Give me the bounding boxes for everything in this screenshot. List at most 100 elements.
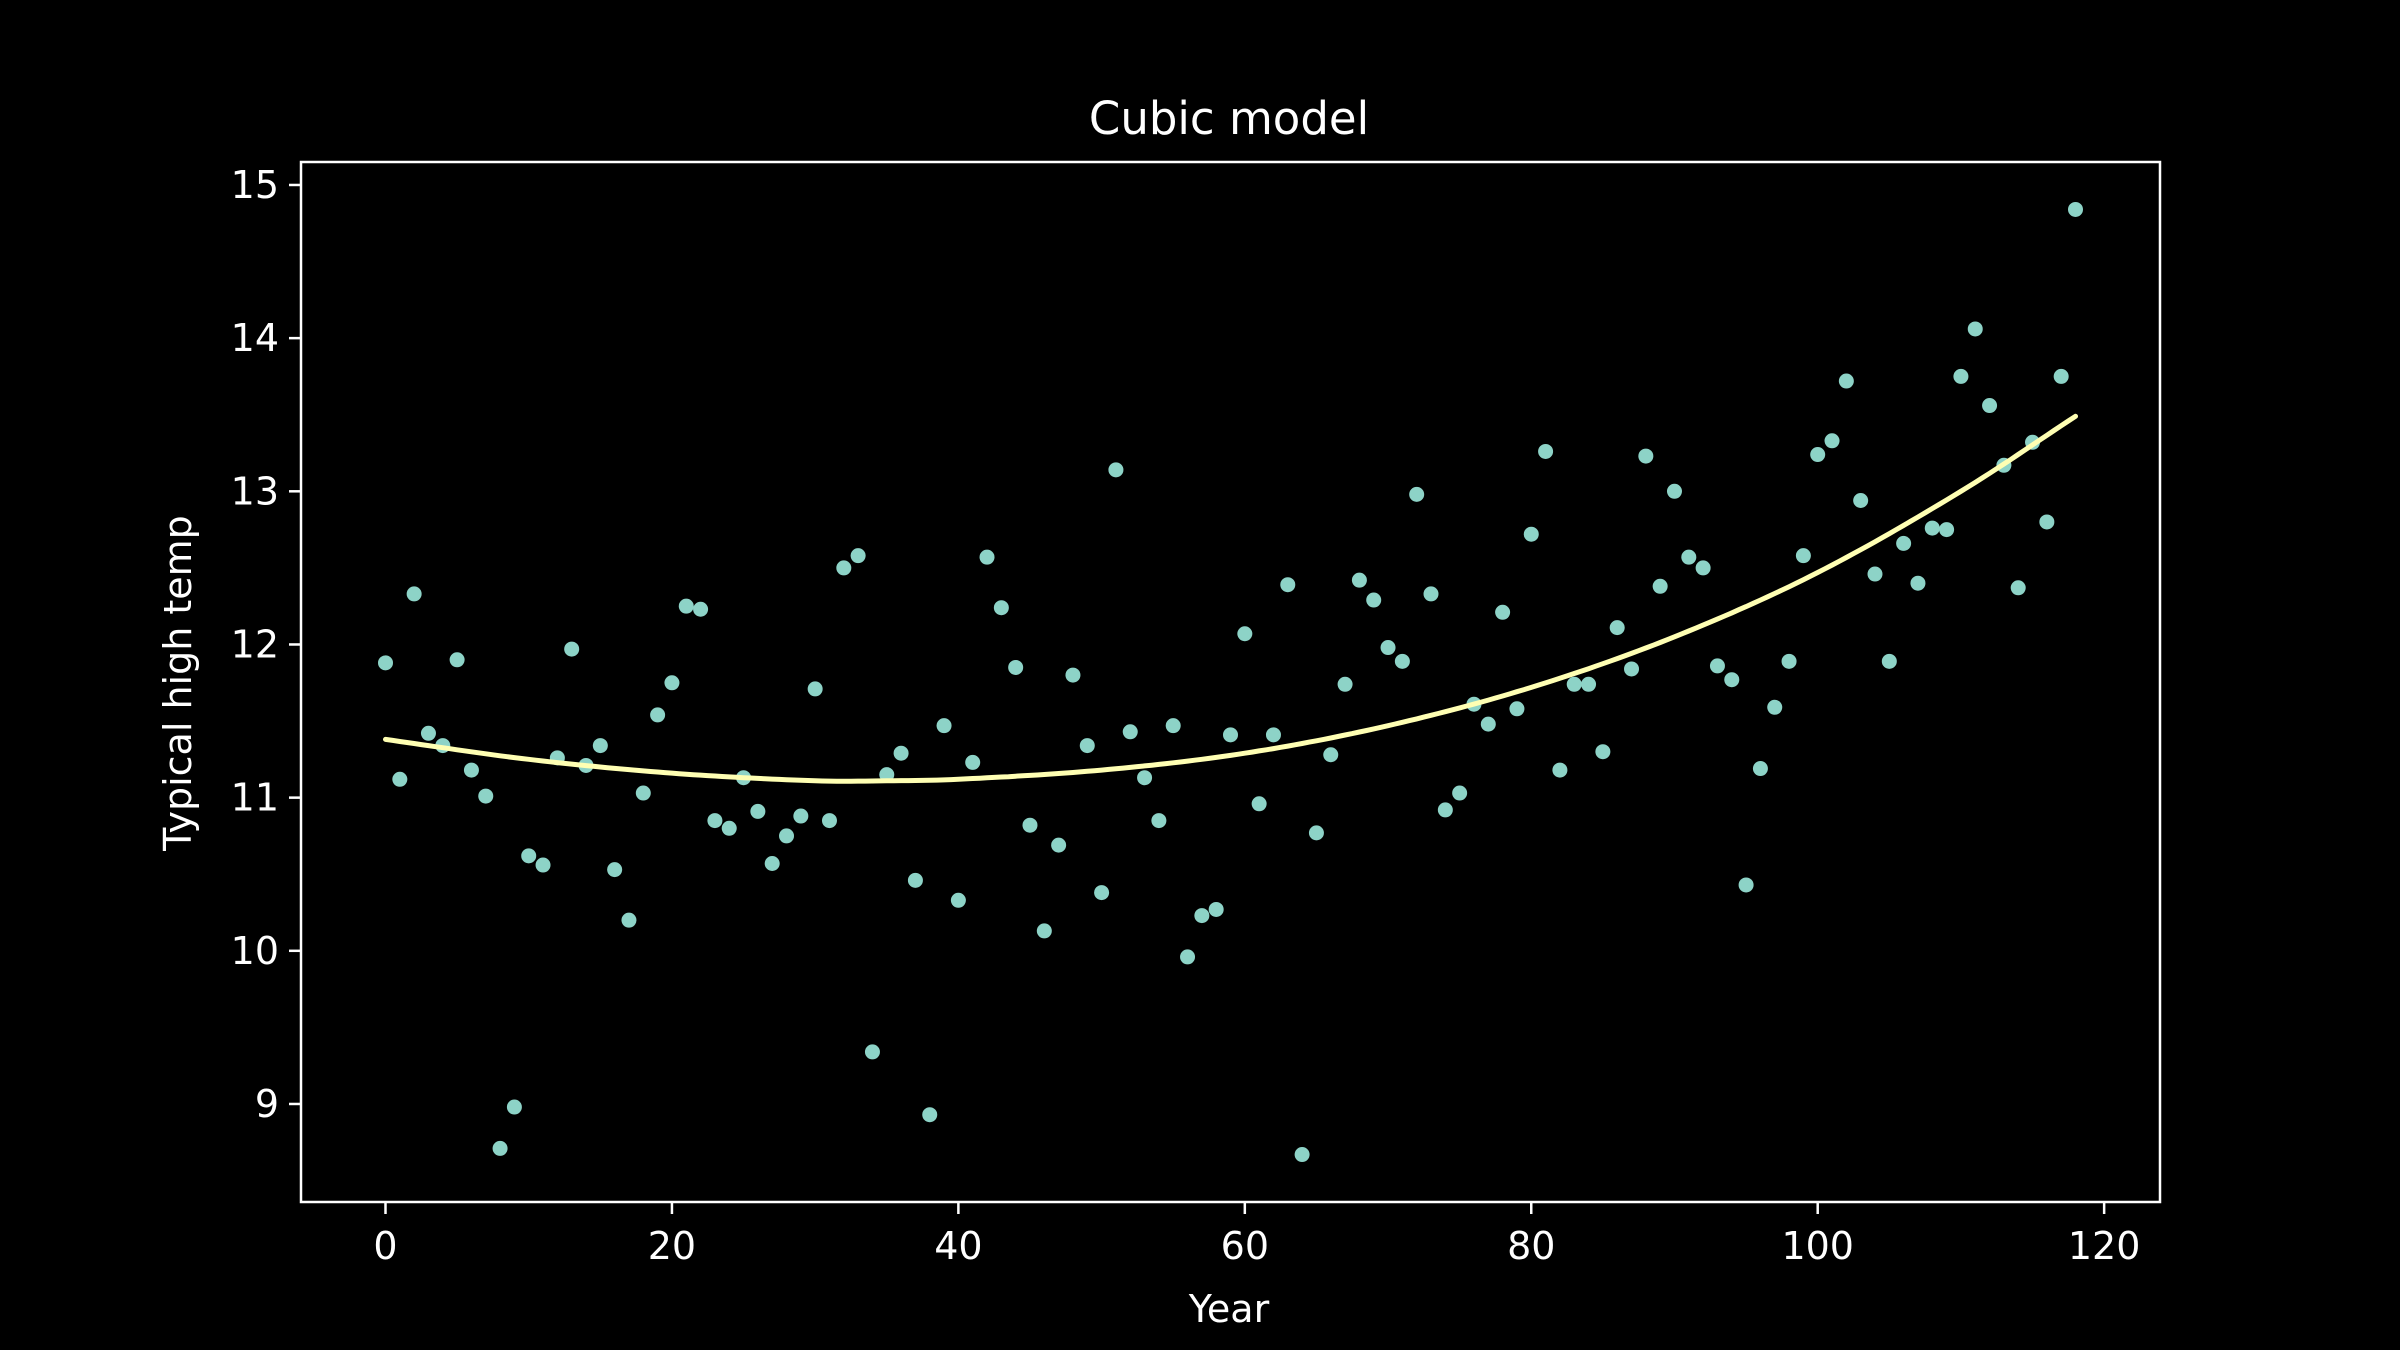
data-point xyxy=(420,725,436,741)
data-point xyxy=(1237,626,1253,642)
chart-title: Cubic model xyxy=(1089,92,1369,145)
y-tick-label: 12 xyxy=(231,622,279,666)
y-tick-label: 10 xyxy=(231,929,279,973)
data-point xyxy=(1853,492,1869,508)
data-point xyxy=(521,848,537,864)
data-point xyxy=(1495,604,1511,620)
data-point xyxy=(936,718,952,734)
data-point xyxy=(1294,1147,1310,1163)
data-point xyxy=(621,912,637,928)
y-tick-label: 13 xyxy=(231,469,279,513)
data-point xyxy=(836,560,852,576)
data-point xyxy=(1423,586,1439,602)
data-point xyxy=(1137,770,1153,786)
data-point xyxy=(664,675,680,691)
data-point xyxy=(1624,661,1640,677)
data-point xyxy=(1480,716,1496,732)
x-tick-label: 80 xyxy=(1507,1224,1555,1268)
data-point xyxy=(764,856,780,872)
data-point xyxy=(1810,447,1826,463)
data-point xyxy=(807,681,823,697)
data-point xyxy=(1036,923,1052,939)
y-axis-label: Typical high temp xyxy=(156,515,200,852)
data-point xyxy=(478,788,494,804)
data-point xyxy=(1280,577,1296,593)
data-point xyxy=(1437,802,1453,818)
data-point xyxy=(821,813,837,829)
data-point xyxy=(1910,575,1926,591)
data-point xyxy=(1022,817,1038,833)
data-point xyxy=(1251,796,1267,812)
x-tick-label: 40 xyxy=(934,1224,982,1268)
data-point xyxy=(2039,514,2055,530)
data-point xyxy=(1051,837,1067,853)
data-point xyxy=(1337,676,1353,692)
data-point xyxy=(922,1107,938,1123)
data-point xyxy=(1867,566,1883,582)
data-point xyxy=(1323,747,1339,763)
data-point xyxy=(2010,580,2026,596)
data-point xyxy=(1308,825,1324,841)
data-point xyxy=(1165,718,1181,734)
data-point xyxy=(1566,676,1582,692)
data-point xyxy=(779,828,795,844)
data-point xyxy=(1752,761,1768,777)
data-point xyxy=(1208,901,1224,917)
data-point xyxy=(650,707,666,723)
data-point xyxy=(1695,560,1711,576)
data-point xyxy=(1609,620,1625,636)
data-point xyxy=(1380,640,1396,656)
data-point xyxy=(721,820,737,836)
data-point xyxy=(993,600,1009,616)
data-point xyxy=(607,862,623,878)
data-point xyxy=(564,641,580,657)
data-point xyxy=(950,892,966,908)
data-point xyxy=(1781,653,1797,669)
data-point xyxy=(850,548,866,564)
data-point xyxy=(1724,672,1740,688)
fit-line xyxy=(383,413,2078,784)
data-point xyxy=(1452,785,1468,801)
data-point xyxy=(1953,368,1969,384)
data-point xyxy=(1079,738,1095,754)
data-point xyxy=(2053,368,2069,384)
data-point xyxy=(1008,659,1024,675)
data-point xyxy=(592,738,608,754)
data-point xyxy=(1523,526,1539,542)
data-point xyxy=(1738,877,1754,893)
data-point xyxy=(693,601,709,617)
data-point xyxy=(492,1140,508,1156)
data-point xyxy=(378,655,393,671)
data-point xyxy=(1151,813,1167,829)
data-point xyxy=(1652,578,1668,594)
data-point xyxy=(506,1099,522,1115)
data-point xyxy=(535,857,551,873)
data-point xyxy=(1881,653,1897,669)
data-point xyxy=(1924,520,1940,536)
data-point xyxy=(1409,486,1425,502)
data-point xyxy=(1122,724,1138,740)
data-point xyxy=(463,762,479,778)
data-point xyxy=(406,586,422,602)
data-point xyxy=(1194,908,1210,924)
data-point xyxy=(1638,448,1654,464)
data-point xyxy=(1595,744,1611,760)
data-point xyxy=(2068,201,2083,217)
data-point xyxy=(1666,483,1682,499)
data-point xyxy=(1681,549,1697,565)
data-point xyxy=(1824,433,1840,449)
data-point xyxy=(1065,667,1081,683)
data-point xyxy=(1709,658,1725,674)
data-point xyxy=(750,803,766,819)
data-point xyxy=(1394,653,1410,669)
data-point xyxy=(979,549,995,565)
data-point xyxy=(1180,949,1196,965)
data-point xyxy=(793,808,809,824)
data-point xyxy=(1094,885,1110,901)
x-tick-label: 60 xyxy=(1221,1224,1269,1268)
data-point xyxy=(965,754,981,770)
data-point xyxy=(392,771,408,787)
x-tick-label: 20 xyxy=(648,1224,696,1268)
axes-frame xyxy=(299,160,2162,1204)
